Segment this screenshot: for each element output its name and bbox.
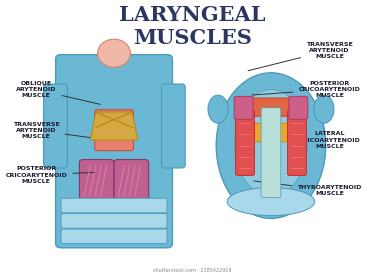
Ellipse shape <box>98 39 130 67</box>
Text: POSTERIOR
CRICOARYTENOID
MUSCLE: POSTERIOR CRICOARYTENOID MUSCLE <box>252 81 360 98</box>
Text: POSTERIOR
CRICOARYTENOID
MUSCLE: POSTERIOR CRICOARYTENOID MUSCLE <box>5 166 95 184</box>
Ellipse shape <box>234 90 308 196</box>
Text: THYROARYTENOID
MUSCLE: THYROARYTENOID MUSCLE <box>254 181 362 196</box>
Text: TRANSVERSE
ARYTENOID
MUSCLE: TRANSVERSE ARYTENOID MUSCLE <box>13 122 95 139</box>
Ellipse shape <box>227 188 315 216</box>
FancyBboxPatch shape <box>80 160 114 202</box>
Text: shutterstock.com · 2185422919: shutterstock.com · 2185422919 <box>153 268 232 273</box>
Ellipse shape <box>314 95 334 123</box>
Text: OBLIQUE
ARYTENOID
MUSCLE: OBLIQUE ARYTENOID MUSCLE <box>16 81 101 104</box>
FancyBboxPatch shape <box>236 110 255 176</box>
FancyBboxPatch shape <box>95 110 134 151</box>
Text: LARYNGEAL: LARYNGEAL <box>119 5 266 25</box>
Ellipse shape <box>216 73 326 218</box>
Polygon shape <box>274 123 302 143</box>
Polygon shape <box>90 112 138 140</box>
Text: TRANSVERSE
ARYTENOID
MUSCLE: TRANSVERSE ARYTENOID MUSCLE <box>248 42 353 71</box>
FancyBboxPatch shape <box>234 96 253 119</box>
Text: MUSCLES: MUSCLES <box>133 28 252 48</box>
FancyBboxPatch shape <box>61 229 167 244</box>
FancyBboxPatch shape <box>289 96 308 119</box>
FancyBboxPatch shape <box>287 110 306 176</box>
Polygon shape <box>240 123 267 143</box>
FancyBboxPatch shape <box>249 98 293 116</box>
FancyBboxPatch shape <box>44 84 68 168</box>
FancyBboxPatch shape <box>162 84 185 168</box>
FancyBboxPatch shape <box>114 160 149 202</box>
FancyBboxPatch shape <box>61 198 167 213</box>
FancyBboxPatch shape <box>61 214 167 228</box>
FancyBboxPatch shape <box>261 108 281 197</box>
FancyBboxPatch shape <box>56 55 172 248</box>
Text: LATERAL
CRICOARYTENOID
MUSCLE: LATERAL CRICOARYTENOID MUSCLE <box>254 131 360 149</box>
Ellipse shape <box>208 95 228 123</box>
